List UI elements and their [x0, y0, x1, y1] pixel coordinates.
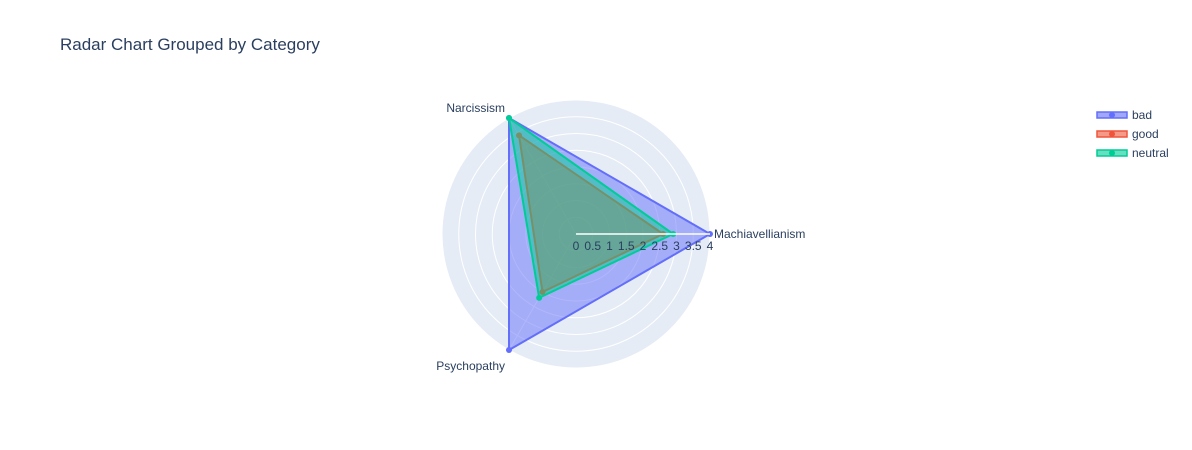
legend-item-bad[interactable]: bad [1096, 108, 1152, 122]
radial-tick-label: 4 [707, 239, 714, 253]
axis-label: Psychopathy [436, 359, 505, 373]
data-point-bad[interactable] [506, 347, 512, 354]
angular-axis-labels: Machiavellianism Narcissism Psychopathy [436, 101, 805, 373]
series-neutral [506, 114, 677, 301]
axis-label: Machiavellianism [714, 227, 805, 241]
chart-title: Radar Chart Grouped by Category [60, 35, 320, 54]
data-point-neutral[interactable] [536, 294, 543, 301]
legend: bad good neutral [1096, 108, 1169, 160]
radial-tick-label: 2 [640, 239, 647, 253]
radial-tick-label: 1.5 [618, 239, 635, 253]
radial-tick-label: 3.5 [685, 239, 702, 253]
axis-label: Narcissism [446, 101, 505, 115]
radial-tick-label: 1 [606, 239, 613, 253]
data-point-neutral[interactable] [506, 114, 512, 121]
radial-tick-label: 2.5 [651, 239, 668, 253]
series-area-neutral [507, 115, 676, 300]
legend-marker [1109, 150, 1115, 156]
legend-label: neutral [1132, 146, 1169, 160]
legend-marker [1109, 131, 1115, 137]
legend-label: bad [1132, 108, 1152, 122]
radial-tick-label: 0.5 [584, 239, 601, 253]
radial-tick-label: 3 [673, 239, 680, 253]
radial-tick-label: 0 [573, 239, 580, 253]
legend-item-neutral[interactable]: neutral [1096, 146, 1169, 160]
radial-tick-labels: 0 0.5 1 1.5 2 2.5 3 3.5 4 [573, 233, 714, 253]
legend-marker [1109, 112, 1115, 118]
legend-label: good [1132, 127, 1159, 141]
legend-item-good[interactable]: good [1096, 127, 1159, 141]
